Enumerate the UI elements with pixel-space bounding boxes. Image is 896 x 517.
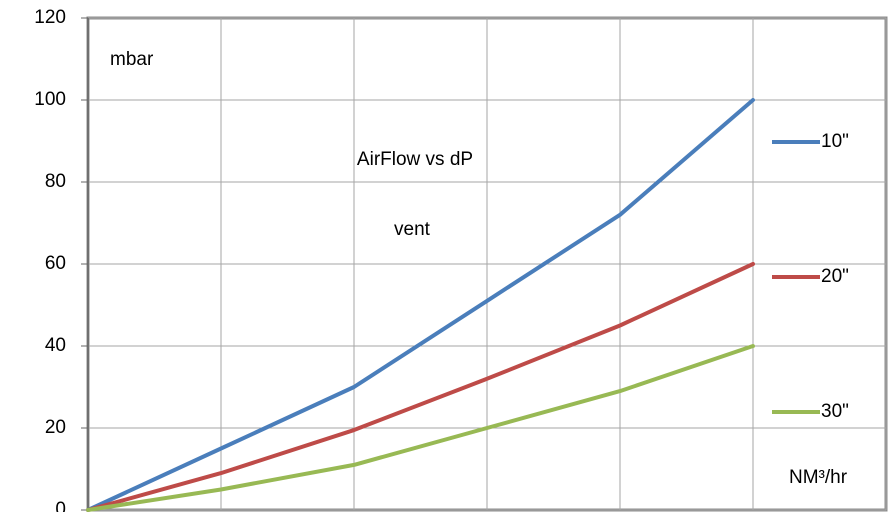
chart-subtitle: vent <box>394 219 431 240</box>
series-line <box>86 344 755 512</box>
y-tick-label: 40 <box>45 335 66 356</box>
legend-label: 30" <box>821 401 849 422</box>
legend-label: 20" <box>821 266 849 287</box>
chart-title: AirFlow vs dP <box>357 149 473 170</box>
y-tick-label: 20 <box>45 417 66 438</box>
y-tick-label: 80 <box>45 171 66 192</box>
y-tick-label: 0 <box>55 499 66 512</box>
x-axis-label: NM³/hr <box>789 467 848 488</box>
y-axis-label: mbar <box>110 49 154 70</box>
y-tick-label: 60 <box>45 253 66 274</box>
series-line <box>86 98 755 512</box>
y-tick-label: 120 <box>34 7 66 28</box>
legend-label: 10" <box>821 131 849 152</box>
y-tick-label: 100 <box>34 89 66 110</box>
series-line <box>86 262 755 512</box>
